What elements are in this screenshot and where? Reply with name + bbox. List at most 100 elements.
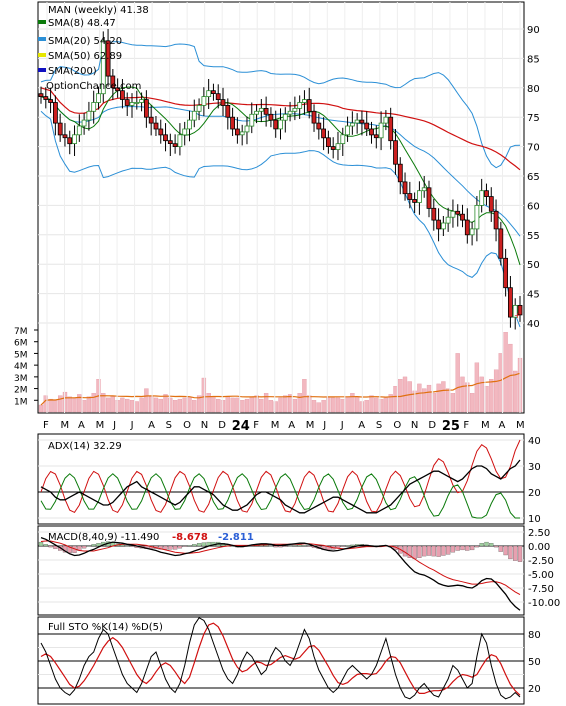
x-tick-label: A: [148, 420, 155, 431]
candle-down: [503, 257, 509, 289]
volume-bar: [407, 381, 412, 413]
candle-down: [210, 90, 216, 94]
volume-bar: [43, 395, 48, 413]
candle-down: [120, 90, 125, 100]
adx-line: [40, 459, 521, 514]
volume-tick-label: 6M: [14, 339, 28, 349]
candle-up: [206, 90, 212, 97]
candle-down: [431, 207, 437, 221]
candle-down: [397, 163, 403, 183]
volume-bar: [378, 398, 384, 413]
macd-tick-label: -2.50: [528, 556, 554, 567]
macd-histogram-bar: [350, 544, 355, 547]
candle-up: [249, 113, 255, 127]
macd-histogram-bar: [484, 541, 489, 547]
price-panel-frame: [37, 1, 525, 414]
price-tick-label: 70: [527, 143, 540, 154]
macd-histogram-bar: [177, 545, 183, 549]
volume-bar: [431, 393, 436, 413]
volume-bar: [86, 396, 92, 413]
macd-histogram-bar: [287, 545, 293, 547]
macd-histogram-bar: [493, 545, 499, 548]
candle-down: [57, 122, 63, 136]
price-tick-label: 65: [527, 172, 540, 183]
candle-up: [201, 96, 207, 106]
macd-histogram-bar: [67, 545, 72, 553]
adx-tick-label: 10: [528, 514, 541, 525]
adx-tick-label: 20: [528, 488, 541, 499]
macd-histogram-bar: [417, 545, 422, 558]
volume-bar: [493, 369, 499, 413]
macd-histogram-bar: [340, 545, 345, 547]
macd-histogram-bar: [297, 544, 302, 547]
candle-down: [402, 181, 408, 195]
candle-down: [325, 137, 331, 148]
macd-histogram-bar: [268, 545, 274, 547]
candle-up: [100, 40, 106, 95]
candle-up: [72, 134, 77, 145]
price-tick-label: 50: [527, 260, 540, 271]
macd-histogram-bar: [460, 545, 465, 551]
candle-down: [436, 219, 442, 230]
candle-down: [215, 93, 221, 100]
candle-down: [67, 137, 73, 145]
candle-down: [43, 96, 49, 100]
volume-bar: [225, 396, 230, 413]
macd-histogram-bar: [302, 545, 307, 547]
legend-sma50: SMA(50) 62.89: [48, 51, 122, 62]
x-tick-label: A: [358, 420, 365, 431]
volume-bar: [513, 370, 518, 413]
candle-up: [416, 190, 422, 203]
candle-up: [81, 119, 87, 127]
candle-up: [474, 204, 480, 230]
sto-tick-label: 80: [528, 630, 541, 641]
volume-bar: [321, 400, 326, 413]
macd-histogram-bar: [508, 545, 513, 560]
candle-up: [254, 110, 260, 115]
volume-average-line: [40, 372, 521, 406]
volume-bar: [158, 398, 163, 413]
volume-bar: [292, 398, 298, 413]
macd-histogram-bar: [426, 545, 432, 556]
macd-histogram-bar: [86, 545, 92, 547]
candle-down: [517, 304, 523, 316]
candle-up: [421, 187, 427, 192]
macd-histogram-bar: [91, 544, 96, 547]
candle-down: [263, 108, 269, 115]
x-tick-label: D: [218, 420, 226, 431]
volume-bar: [120, 397, 125, 413]
watermark: OptionChance.com: [46, 81, 141, 92]
volume-bar: [388, 394, 393, 413]
upper-band-line: [40, 41, 521, 169]
candle-down: [105, 40, 111, 77]
volume-bar: [283, 395, 288, 413]
adx-tick-label: 40: [528, 436, 541, 447]
macd-histogram-bar: [479, 543, 484, 547]
volume-bar: [345, 396, 350, 413]
macd-histogram-bar: [158, 545, 163, 550]
price-chart-title: MAN (weekly) 41.38: [48, 5, 149, 16]
macd-tick-label: -7.50: [528, 584, 554, 595]
candle-up: [76, 125, 82, 136]
volume-bar: [278, 397, 283, 413]
volume-bar: [38, 404, 44, 413]
macd-histogram-bar: [53, 545, 58, 549]
candle-up: [479, 190, 485, 206]
volume-bar: [335, 397, 341, 413]
macd-tick-label: -10.00: [528, 598, 560, 609]
volume-bar: [240, 400, 245, 413]
candle-down: [158, 128, 164, 136]
candle-up: [282, 113, 288, 121]
legend-sma8: SMA(8) 48.47: [48, 18, 116, 29]
x-tick-label: M: [306, 420, 315, 431]
candle-down: [464, 219, 470, 236]
legend-swatch-sma8: [38, 20, 46, 24]
macd-value-red: -8.678: [172, 532, 208, 543]
volume-bar: [316, 402, 321, 413]
volume-bar: [402, 376, 408, 413]
candle-down: [373, 134, 379, 139]
volume-bar: [474, 362, 480, 413]
volume-bar: [417, 383, 422, 413]
volume-bar: [101, 393, 106, 413]
